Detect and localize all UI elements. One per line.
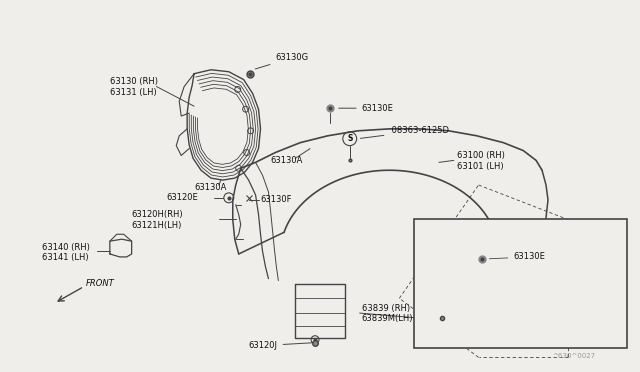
- Text: 63830(RH): 63830(RH): [521, 282, 567, 291]
- Text: 63130F: 63130F: [260, 195, 292, 204]
- Text: 63839 (RH): 63839 (RH): [362, 304, 410, 312]
- Text: FRONT: FRONT: [86, 279, 115, 288]
- Text: 63121H(LH): 63121H(LH): [132, 221, 182, 230]
- Text: 63140 (RH): 63140 (RH): [42, 243, 90, 251]
- Text: 63120J: 63120J: [248, 341, 312, 350]
- Text: ^630^0027: ^630^0027: [552, 353, 596, 359]
- Text: 63130 (RH): 63130 (RH): [110, 77, 158, 86]
- Text: 63100 (RH): 63100 (RH): [457, 151, 505, 160]
- Text: 63130A: 63130A: [271, 156, 303, 165]
- Text: DP:(FED+CAL): DP:(FED+CAL): [422, 229, 490, 238]
- Text: 63839M(LH): 63839M(LH): [362, 314, 413, 324]
- Text: 63131 (LH): 63131 (LH): [110, 88, 157, 97]
- Text: 63130G: 63130G: [255, 54, 308, 69]
- Text: S: S: [347, 134, 353, 143]
- Text: 63130E: 63130E: [490, 253, 545, 262]
- Text: 63831(LH): 63831(LH): [521, 294, 566, 303]
- Text: 63141 (LH): 63141 (LH): [42, 253, 89, 262]
- Text: 63120E: 63120E: [166, 193, 198, 202]
- Text: 63120H(RH): 63120H(RH): [132, 210, 183, 219]
- Text: 63130A: 63130A: [422, 331, 454, 340]
- Text: 63130E: 63130E: [339, 104, 394, 113]
- Text: 63101 (LH): 63101 (LH): [457, 162, 504, 171]
- FancyBboxPatch shape: [414, 219, 627, 347]
- Text: 63130A: 63130A: [194, 183, 227, 192]
- Text: 08363-6125D: 08363-6125D: [360, 126, 449, 138]
